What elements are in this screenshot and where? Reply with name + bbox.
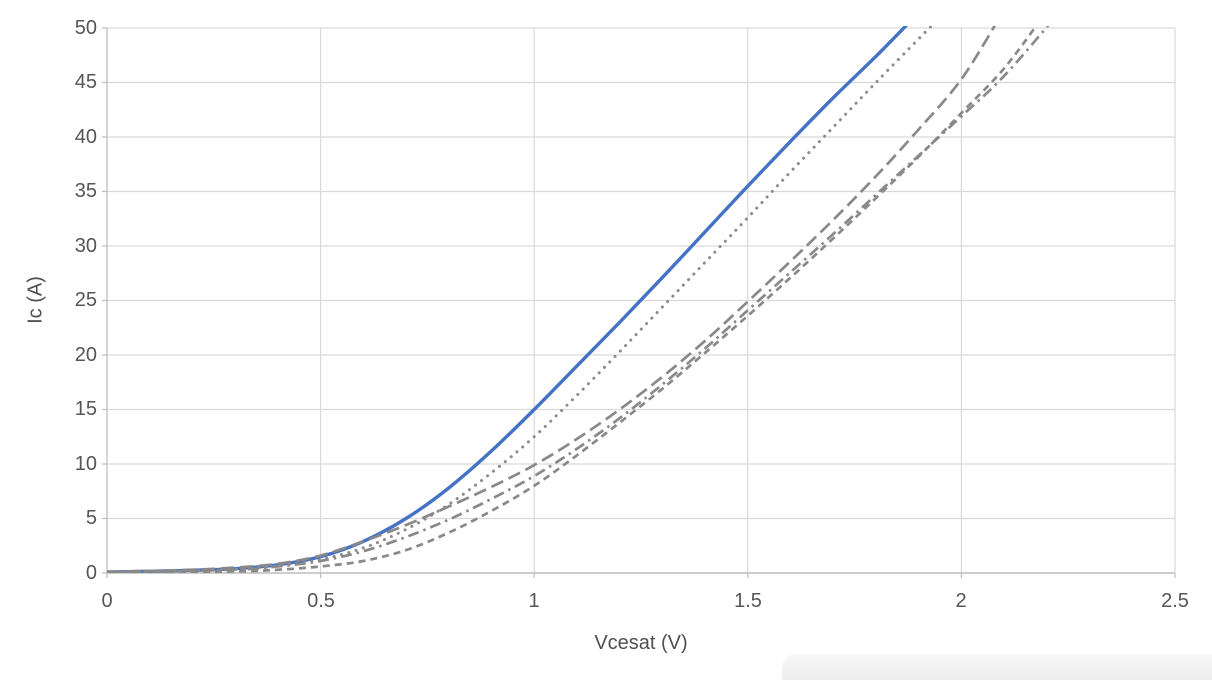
y-tick-label: 10 bbox=[74, 453, 97, 475]
y-tick-label: 15 bbox=[74, 398, 97, 420]
x-tick-label: 0.5 bbox=[307, 590, 335, 612]
x-tick-label: 1.5 bbox=[734, 590, 762, 612]
gray-dash-dot-curve bbox=[107, 26, 1050, 573]
y-tick-label: 0 bbox=[85, 562, 97, 584]
y-tick-label: 30 bbox=[74, 235, 97, 257]
gray-dotted-curve bbox=[107, 26, 934, 573]
blue-solid-curve bbox=[107, 26, 909, 573]
x-tick-label: 1 bbox=[528, 590, 540, 612]
y-tick-label: 5 bbox=[85, 507, 97, 529]
y-axis-title: Ic (A) bbox=[24, 276, 47, 324]
y-tick-label: 45 bbox=[74, 71, 97, 93]
y-tick-label: 20 bbox=[74, 344, 97, 366]
y-tick-label: 25 bbox=[74, 289, 97, 311]
gray-long-dash-curve bbox=[107, 26, 997, 573]
y-tick-label: 40 bbox=[74, 126, 97, 148]
y-tick-label: 50 bbox=[74, 17, 97, 39]
gray-short-dash-curve bbox=[107, 26, 1038, 573]
y-tick-label: 35 bbox=[74, 180, 97, 202]
x-axis-title: Vcesat (V) bbox=[594, 632, 688, 654]
x-tick-label: 0 bbox=[101, 590, 113, 612]
x-tick-label: 2.5 bbox=[1161, 590, 1189, 612]
x-tick-label: 2 bbox=[955, 590, 967, 612]
background-artifact bbox=[782, 654, 1212, 680]
